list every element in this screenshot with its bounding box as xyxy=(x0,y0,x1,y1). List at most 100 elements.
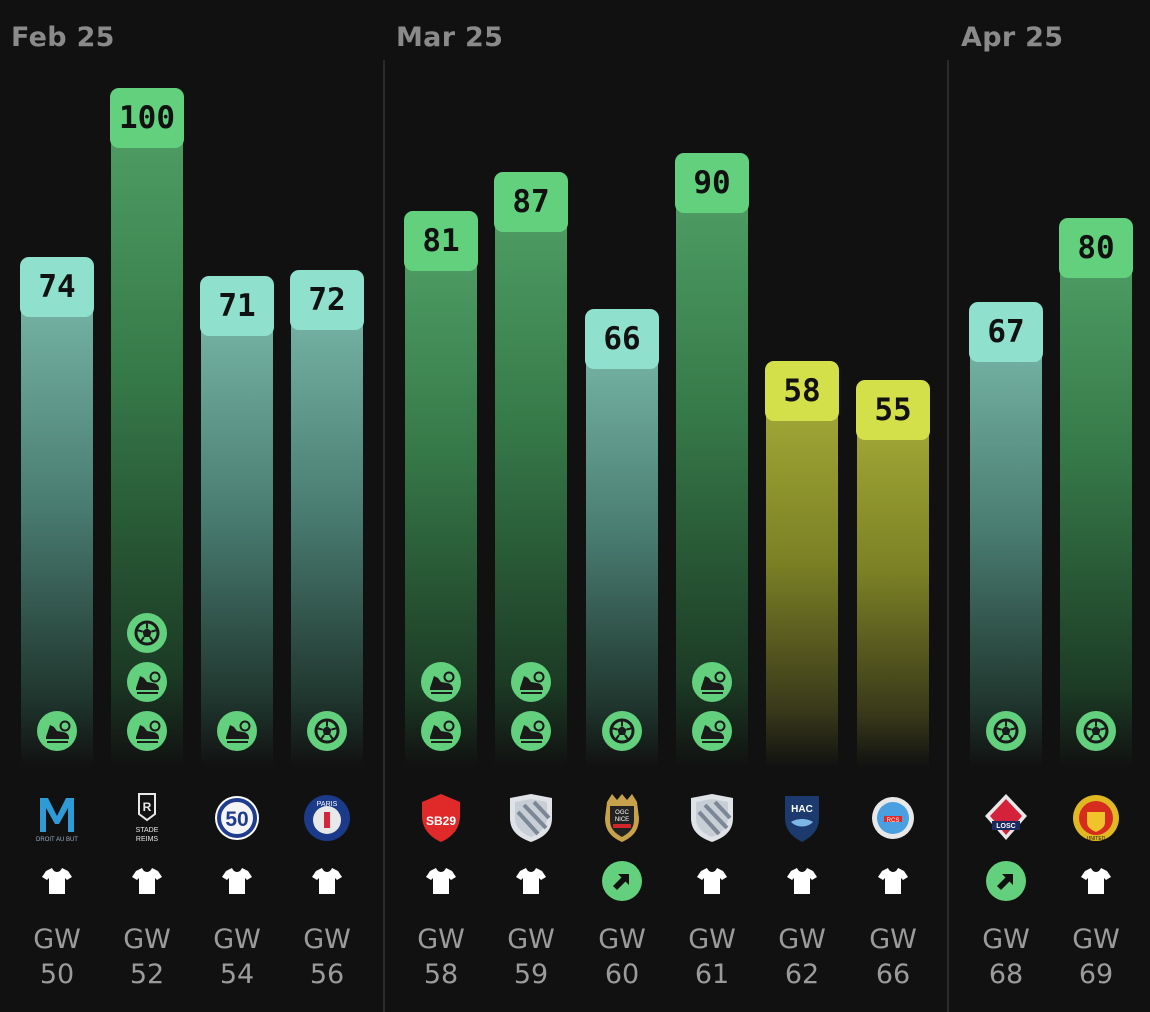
month-label-apr: Apr 25 xyxy=(961,22,1064,53)
gameweek-column[interactable]: 66 OGC NICE GW 60 xyxy=(585,0,659,1012)
gameweek-column[interactable]: 67 LOSC GW 68 xyxy=(969,0,1043,1012)
boot-icon xyxy=(127,711,167,751)
score-bar xyxy=(291,299,363,767)
gameweek-column[interactable]: 90 GW 61 xyxy=(675,0,749,1012)
gameweek-column[interactable]: 55 RCS GW 66 xyxy=(856,0,930,1012)
ball-icon xyxy=(307,711,347,751)
gameweek-column[interactable]: 74 DROIT AU BUT GW 50 xyxy=(20,0,94,1012)
opponent-crest-icon: SB29 xyxy=(416,792,466,844)
gameweek-column[interactable]: 81 SB29 GW 58 xyxy=(404,0,478,1012)
gameweek-number: 68 xyxy=(988,959,1024,990)
shirt-icon xyxy=(307,861,347,901)
gameweek-label: GW xyxy=(778,924,826,955)
gameweek-label: GW xyxy=(688,924,736,955)
svg-text:REIMS: REIMS xyxy=(136,836,159,843)
opponent-crest-icon xyxy=(687,792,737,844)
ball-icon xyxy=(1076,711,1116,751)
score-label: 81 xyxy=(404,211,478,272)
opponent-crest-icon: HAC xyxy=(777,792,827,844)
shirt-icon xyxy=(782,861,822,901)
boot-icon xyxy=(421,711,461,751)
boot-icon xyxy=(511,662,551,702)
gameweek-label: GW xyxy=(1072,924,1120,955)
score-bar xyxy=(201,306,273,767)
gameweek-number: 58 xyxy=(423,959,459,990)
gameweek-label: GW xyxy=(33,924,81,955)
svg-text:STADE: STADE xyxy=(136,827,159,834)
ball-icon xyxy=(602,711,642,751)
gameweek-number: 66 xyxy=(875,959,911,990)
score-bar xyxy=(970,332,1042,767)
boot-icon xyxy=(692,662,732,702)
opponent-crest-icon: R STADE REIMS xyxy=(122,792,172,844)
boot-icon xyxy=(37,711,77,751)
score-label: 74 xyxy=(20,256,94,317)
score-bar xyxy=(21,286,93,767)
boot-icon xyxy=(692,711,732,751)
shirt-icon xyxy=(511,861,551,901)
svg-text:HAC: HAC xyxy=(791,804,813,815)
boot-icon xyxy=(421,662,461,702)
gameweek-number: 61 xyxy=(694,959,730,990)
svg-text:NICE: NICE xyxy=(615,817,629,823)
opponent-crest-icon: OGC NICE xyxy=(597,792,647,844)
score-label: 67 xyxy=(969,302,1043,363)
gameweek-label: GW xyxy=(417,924,465,955)
score-bar xyxy=(857,410,929,767)
svg-text:LOSC: LOSC xyxy=(996,823,1015,830)
shirt-icon xyxy=(421,861,461,901)
ball-icon xyxy=(127,613,167,653)
score-label: 66 xyxy=(585,308,659,369)
shirt-icon xyxy=(692,861,732,901)
boost-icon xyxy=(602,861,642,901)
gameweek-column[interactable]: 72 PARIS GW 56 xyxy=(290,0,364,1012)
opponent-crest-icon: UNITED xyxy=(1071,792,1121,844)
gameweek-column[interactable]: 100 R STADE REIMS GW 52 xyxy=(110,0,184,1012)
gameweek-column[interactable]: 80 UNITED GW 69 xyxy=(1059,0,1133,1012)
svg-text:UNITED: UNITED xyxy=(1087,836,1106,842)
svg-text:OGC: OGC xyxy=(615,810,629,816)
gameweek-column[interactable]: 87 GW 59 xyxy=(494,0,568,1012)
gameweek-column[interactable]: 71 50 GW 54 xyxy=(200,0,274,1012)
score-label: 71 xyxy=(200,276,274,337)
svg-text:PARIS: PARIS xyxy=(317,801,338,808)
score-label: 58 xyxy=(765,360,839,421)
svg-text:DROIT AU BUT: DROIT AU BUT xyxy=(36,837,78,843)
svg-text:SB29: SB29 xyxy=(426,814,456,828)
score-bar xyxy=(111,118,183,767)
gameweek-label: GW xyxy=(982,924,1030,955)
gameweek-label: GW xyxy=(213,924,261,955)
gameweek-number: 60 xyxy=(604,959,640,990)
shirt-icon xyxy=(873,861,913,901)
opponent-crest-icon: 50 xyxy=(212,792,262,844)
gameweek-label: GW xyxy=(303,924,351,955)
opponent-crest-icon: PARIS xyxy=(302,792,352,844)
gameweek-label: GW xyxy=(869,924,917,955)
opponent-crest-icon: LOSC xyxy=(981,792,1031,844)
score-label: 80 xyxy=(1059,217,1133,278)
boot-icon xyxy=(217,711,257,751)
opponent-crest-icon: RCS xyxy=(868,792,918,844)
shirt-icon xyxy=(217,861,257,901)
ball-icon xyxy=(986,711,1026,751)
gameweek-number: 52 xyxy=(129,959,165,990)
score-label: 90 xyxy=(675,152,749,213)
month-label-feb: Feb 25 xyxy=(11,22,115,53)
gameweek-number: 62 xyxy=(784,959,820,990)
boost-icon xyxy=(986,861,1026,901)
gameweek-number: 69 xyxy=(1078,959,1114,990)
gameweek-column[interactable]: 58 HAC GW 62 xyxy=(765,0,839,1012)
gameweek-label: GW xyxy=(507,924,555,955)
score-bar xyxy=(1060,247,1132,767)
score-label: 72 xyxy=(290,269,364,330)
score-label: 87 xyxy=(494,172,568,233)
score-label: 100 xyxy=(110,88,184,148)
month-divider xyxy=(947,60,949,1012)
svg-text:RCS: RCS xyxy=(887,818,900,824)
opponent-crest-icon: DROIT AU BUT xyxy=(32,792,82,844)
opponent-crest-icon xyxy=(506,792,556,844)
score-bar xyxy=(586,338,658,767)
score-bar xyxy=(766,390,838,767)
boot-icon xyxy=(127,662,167,702)
score-label: 55 xyxy=(856,380,930,441)
